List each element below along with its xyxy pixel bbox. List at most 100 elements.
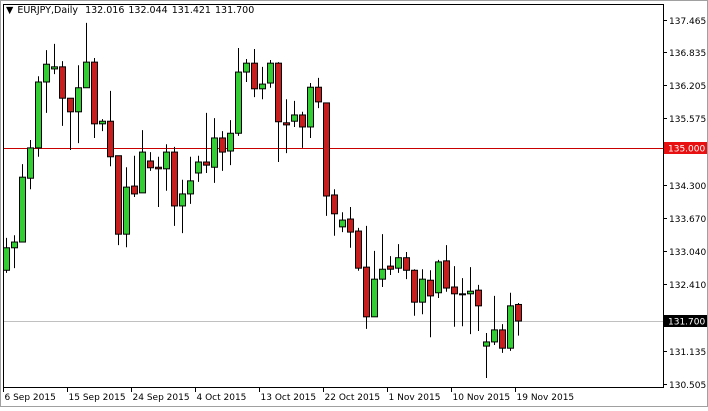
x-tick-label: 10 Nov 2015 <box>453 393 511 403</box>
candle[interactable] <box>283 99 290 154</box>
candle[interactable] <box>123 167 130 248</box>
candle[interactable] <box>107 90 114 167</box>
candle[interactable] <box>91 57 98 138</box>
candle[interactable] <box>363 225 370 329</box>
candle[interactable] <box>27 140 34 190</box>
candle[interactable] <box>3 237 10 273</box>
chart-title: ▼ EURJPY,Daily 132.016 132.044 131.421 131.7… <box>6 5 258 16</box>
bull-candle-body <box>339 219 346 228</box>
bear-candle-body <box>299 114 306 128</box>
bid-price-label: 131.700 <box>668 318 705 328</box>
candle[interactable] <box>395 244 402 273</box>
bear-candle-body <box>275 62 282 123</box>
candle[interactable] <box>67 97 74 150</box>
candle[interactable] <box>491 295 498 346</box>
candle[interactable] <box>419 269 426 315</box>
candle[interactable] <box>51 43 58 75</box>
candle[interactable] <box>131 155 138 198</box>
candle[interactable] <box>211 118 218 183</box>
bear-candle-body <box>315 86 322 103</box>
bear-candle-body <box>387 265 394 270</box>
bear-candle-body <box>147 160 154 169</box>
x-tick-label: 15 Sep 2015 <box>69 393 126 403</box>
candle[interactable] <box>347 206 354 248</box>
candle[interactable] <box>147 152 154 171</box>
bull-candle-body <box>235 71 242 134</box>
candle[interactable] <box>299 111 306 148</box>
bull-candle-body <box>43 63 50 83</box>
candle[interactable] <box>475 284 482 331</box>
candle[interactable] <box>171 146 178 226</box>
candle[interactable] <box>411 269 418 316</box>
candle[interactable] <box>195 155 202 182</box>
candle[interactable] <box>499 324 506 353</box>
bear-candle-body <box>451 286 458 295</box>
candle[interactable] <box>467 267 474 335</box>
candle[interactable] <box>515 303 522 336</box>
candle[interactable] <box>355 227 362 271</box>
y-tick-label: 134.300 <box>669 182 706 192</box>
candle[interactable] <box>403 251 410 280</box>
candle[interactable] <box>75 65 82 144</box>
triangle-down-icon[interactable]: ▼ <box>6 5 14 16</box>
candle[interactable] <box>83 22 90 89</box>
candle[interactable] <box>451 266 458 327</box>
candle[interactable] <box>11 235 18 269</box>
candle[interactable] <box>243 58 250 82</box>
candle[interactable] <box>507 292 514 351</box>
candle[interactable] <box>115 155 122 246</box>
bear-candle-body <box>331 194 338 215</box>
bull-candle-body <box>195 161 202 174</box>
candle[interactable] <box>443 245 450 292</box>
candle[interactable] <box>227 120 234 166</box>
bull-candle-body <box>123 186 130 235</box>
x-tick-label: 24 Sep 2015 <box>133 393 190 403</box>
candle[interactable] <box>435 259 442 298</box>
candle[interactable] <box>251 49 258 98</box>
candle[interactable] <box>219 131 226 171</box>
candle[interactable] <box>459 278 466 327</box>
candle[interactable] <box>43 50 50 113</box>
candle[interactable] <box>179 179 186 234</box>
candle[interactable] <box>291 100 298 127</box>
candle[interactable] <box>267 60 274 88</box>
candle[interactable] <box>275 62 282 163</box>
bear-candle-body <box>355 230 362 269</box>
candle[interactable] <box>331 189 338 236</box>
bull-candle-body <box>259 83 266 90</box>
candle[interactable] <box>35 76 42 157</box>
bull-candle-body <box>75 87 82 113</box>
candle[interactable] <box>323 102 330 216</box>
candle[interactable] <box>427 270 434 338</box>
candle[interactable] <box>19 164 26 243</box>
candle[interactable] <box>371 250 378 318</box>
candle[interactable] <box>139 130 146 194</box>
candle[interactable] <box>163 144 170 191</box>
bull-candle-body <box>83 61 90 89</box>
plot-area-frame <box>3 4 664 388</box>
high-value: 132.044 <box>128 5 168 16</box>
bear-candle-body <box>203 161 210 166</box>
bull-candle-body <box>11 241 18 249</box>
candle[interactable] <box>315 77 322 109</box>
candle[interactable] <box>155 156 162 207</box>
bull-candle-body <box>459 293 466 296</box>
candle[interactable] <box>187 156 194 204</box>
candle[interactable] <box>235 48 242 136</box>
bull-candle-body <box>395 257 402 269</box>
candle[interactable] <box>203 112 210 173</box>
candle[interactable] <box>259 66 266 100</box>
candle[interactable] <box>483 333 490 379</box>
candle[interactable] <box>59 61 66 126</box>
candle[interactable] <box>307 83 314 138</box>
candle[interactable] <box>387 256 394 275</box>
bear-candle-body <box>363 266 370 318</box>
bull-candle-body <box>99 120 106 125</box>
bear-candle-body <box>475 289 482 307</box>
bull-candle-body <box>211 137 218 168</box>
candle[interactable] <box>339 212 346 233</box>
symbol-label: EURJPY,Daily <box>17 5 79 16</box>
candle[interactable] <box>99 119 106 132</box>
candle[interactable] <box>379 234 386 288</box>
